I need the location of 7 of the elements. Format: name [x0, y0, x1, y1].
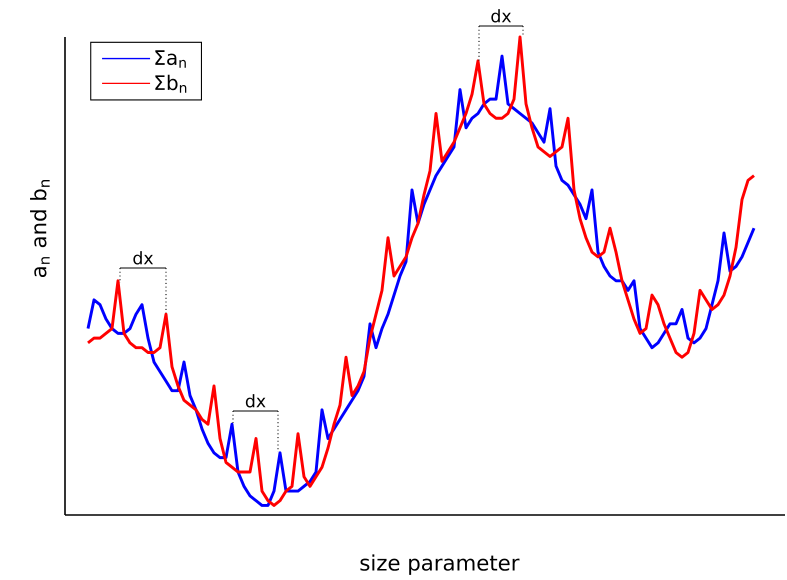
annotation: dx: [246, 394, 266, 408]
text: dx: [491, 9, 512, 22]
y-axis-title: a$_{n}$ and b$_{n}$: [30, 180, 50, 278]
annotation: dx: [133, 251, 154, 265]
legend-label: Σb$_{n}$: [155, 74, 186, 93]
x-axis-title: size parameter: [360, 554, 520, 575]
legend-label: Σa$_{n}$: [155, 50, 186, 68]
